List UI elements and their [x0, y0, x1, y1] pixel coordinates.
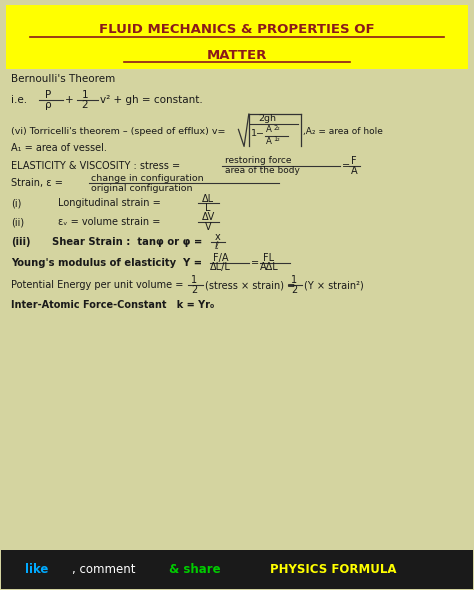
- Text: change in configuration: change in configuration: [91, 173, 203, 183]
- Text: Strain, ε =: Strain, ε =: [11, 178, 63, 188]
- Text: Shear Strain :  tanφ or φ =: Shear Strain : tanφ or φ =: [52, 237, 202, 247]
- Text: FLUID MECHANICS & PROPERTIES OF: FLUID MECHANICS & PROPERTIES OF: [99, 23, 375, 36]
- Text: =: =: [342, 161, 350, 171]
- Text: A: A: [266, 126, 272, 135]
- Text: εᵥ = volume strain =: εᵥ = volume strain =: [58, 217, 160, 227]
- Text: =: =: [251, 258, 259, 268]
- Text: 2: 2: [82, 100, 88, 110]
- Text: A: A: [351, 166, 358, 175]
- Text: 2: 2: [274, 124, 278, 130]
- Text: ΔL/L: ΔL/L: [210, 263, 231, 273]
- Text: (stress × strain) =: (stress × strain) =: [205, 280, 295, 290]
- Text: 1−: 1−: [251, 129, 265, 138]
- Text: ,A₂ = area of hole: ,A₂ = area of hole: [303, 127, 383, 136]
- Text: (Y × strain²): (Y × strain²): [304, 280, 364, 290]
- Text: +: +: [65, 95, 73, 105]
- Text: ²: ²: [277, 139, 279, 145]
- Text: 1: 1: [274, 136, 278, 142]
- Text: 1: 1: [191, 276, 197, 286]
- FancyBboxPatch shape: [6, 5, 468, 69]
- Text: (i): (i): [11, 198, 21, 208]
- Text: 2: 2: [291, 285, 298, 295]
- Text: (vi) Torricelli's theorem – (speed of efflux) v=: (vi) Torricelli's theorem – (speed of ef…: [11, 127, 225, 136]
- FancyBboxPatch shape: [1, 550, 473, 589]
- Text: ²: ²: [277, 128, 279, 134]
- Text: Longitudinal strain =: Longitudinal strain =: [58, 198, 161, 208]
- Text: AΔL: AΔL: [260, 263, 278, 273]
- Text: FL: FL: [263, 253, 274, 263]
- Text: & share: & share: [169, 563, 220, 576]
- Text: 2gh: 2gh: [258, 114, 276, 123]
- Text: MATTER: MATTER: [207, 49, 267, 62]
- Text: ρ: ρ: [45, 100, 51, 110]
- Text: 1: 1: [82, 90, 88, 100]
- Text: 2: 2: [191, 285, 198, 295]
- Text: P: P: [45, 90, 51, 100]
- Text: , comment: , comment: [72, 563, 136, 576]
- Text: i.e.: i.e.: [11, 95, 27, 105]
- Text: Young's modulus of elasticity  Y =: Young's modulus of elasticity Y =: [11, 258, 202, 268]
- Text: x: x: [214, 232, 220, 242]
- Text: A: A: [266, 137, 272, 146]
- Text: Potential Energy per unit volume =: Potential Energy per unit volume =: [11, 280, 183, 290]
- Text: L: L: [205, 203, 210, 213]
- Text: 1: 1: [291, 276, 297, 286]
- Text: ELASTICITY & VISCOSITY : stress =: ELASTICITY & VISCOSITY : stress =: [11, 161, 180, 171]
- Text: A₁ = area of vessel.: A₁ = area of vessel.: [11, 143, 107, 153]
- Text: PHYSICS FORMULA: PHYSICS FORMULA: [270, 563, 396, 576]
- Text: (ii): (ii): [11, 217, 24, 227]
- Text: Inter-Atomic Force-Constant   k = Yr₀: Inter-Atomic Force-Constant k = Yr₀: [11, 300, 214, 310]
- Text: F: F: [351, 156, 356, 166]
- Text: (iii): (iii): [11, 237, 30, 247]
- Text: ΔV: ΔV: [201, 212, 215, 222]
- Text: v² + gh = constant.: v² + gh = constant.: [100, 95, 203, 105]
- Text: ℓ: ℓ: [214, 241, 219, 251]
- Text: ΔL: ΔL: [201, 194, 214, 204]
- Text: Bernoulli's Theorem: Bernoulli's Theorem: [11, 74, 115, 84]
- Text: original configuration: original configuration: [91, 184, 192, 193]
- Text: restoring force: restoring force: [225, 156, 292, 165]
- Text: V: V: [205, 222, 211, 232]
- Text: like: like: [25, 563, 48, 576]
- Text: area of the body: area of the body: [225, 166, 300, 175]
- Text: F/A: F/A: [213, 253, 229, 263]
